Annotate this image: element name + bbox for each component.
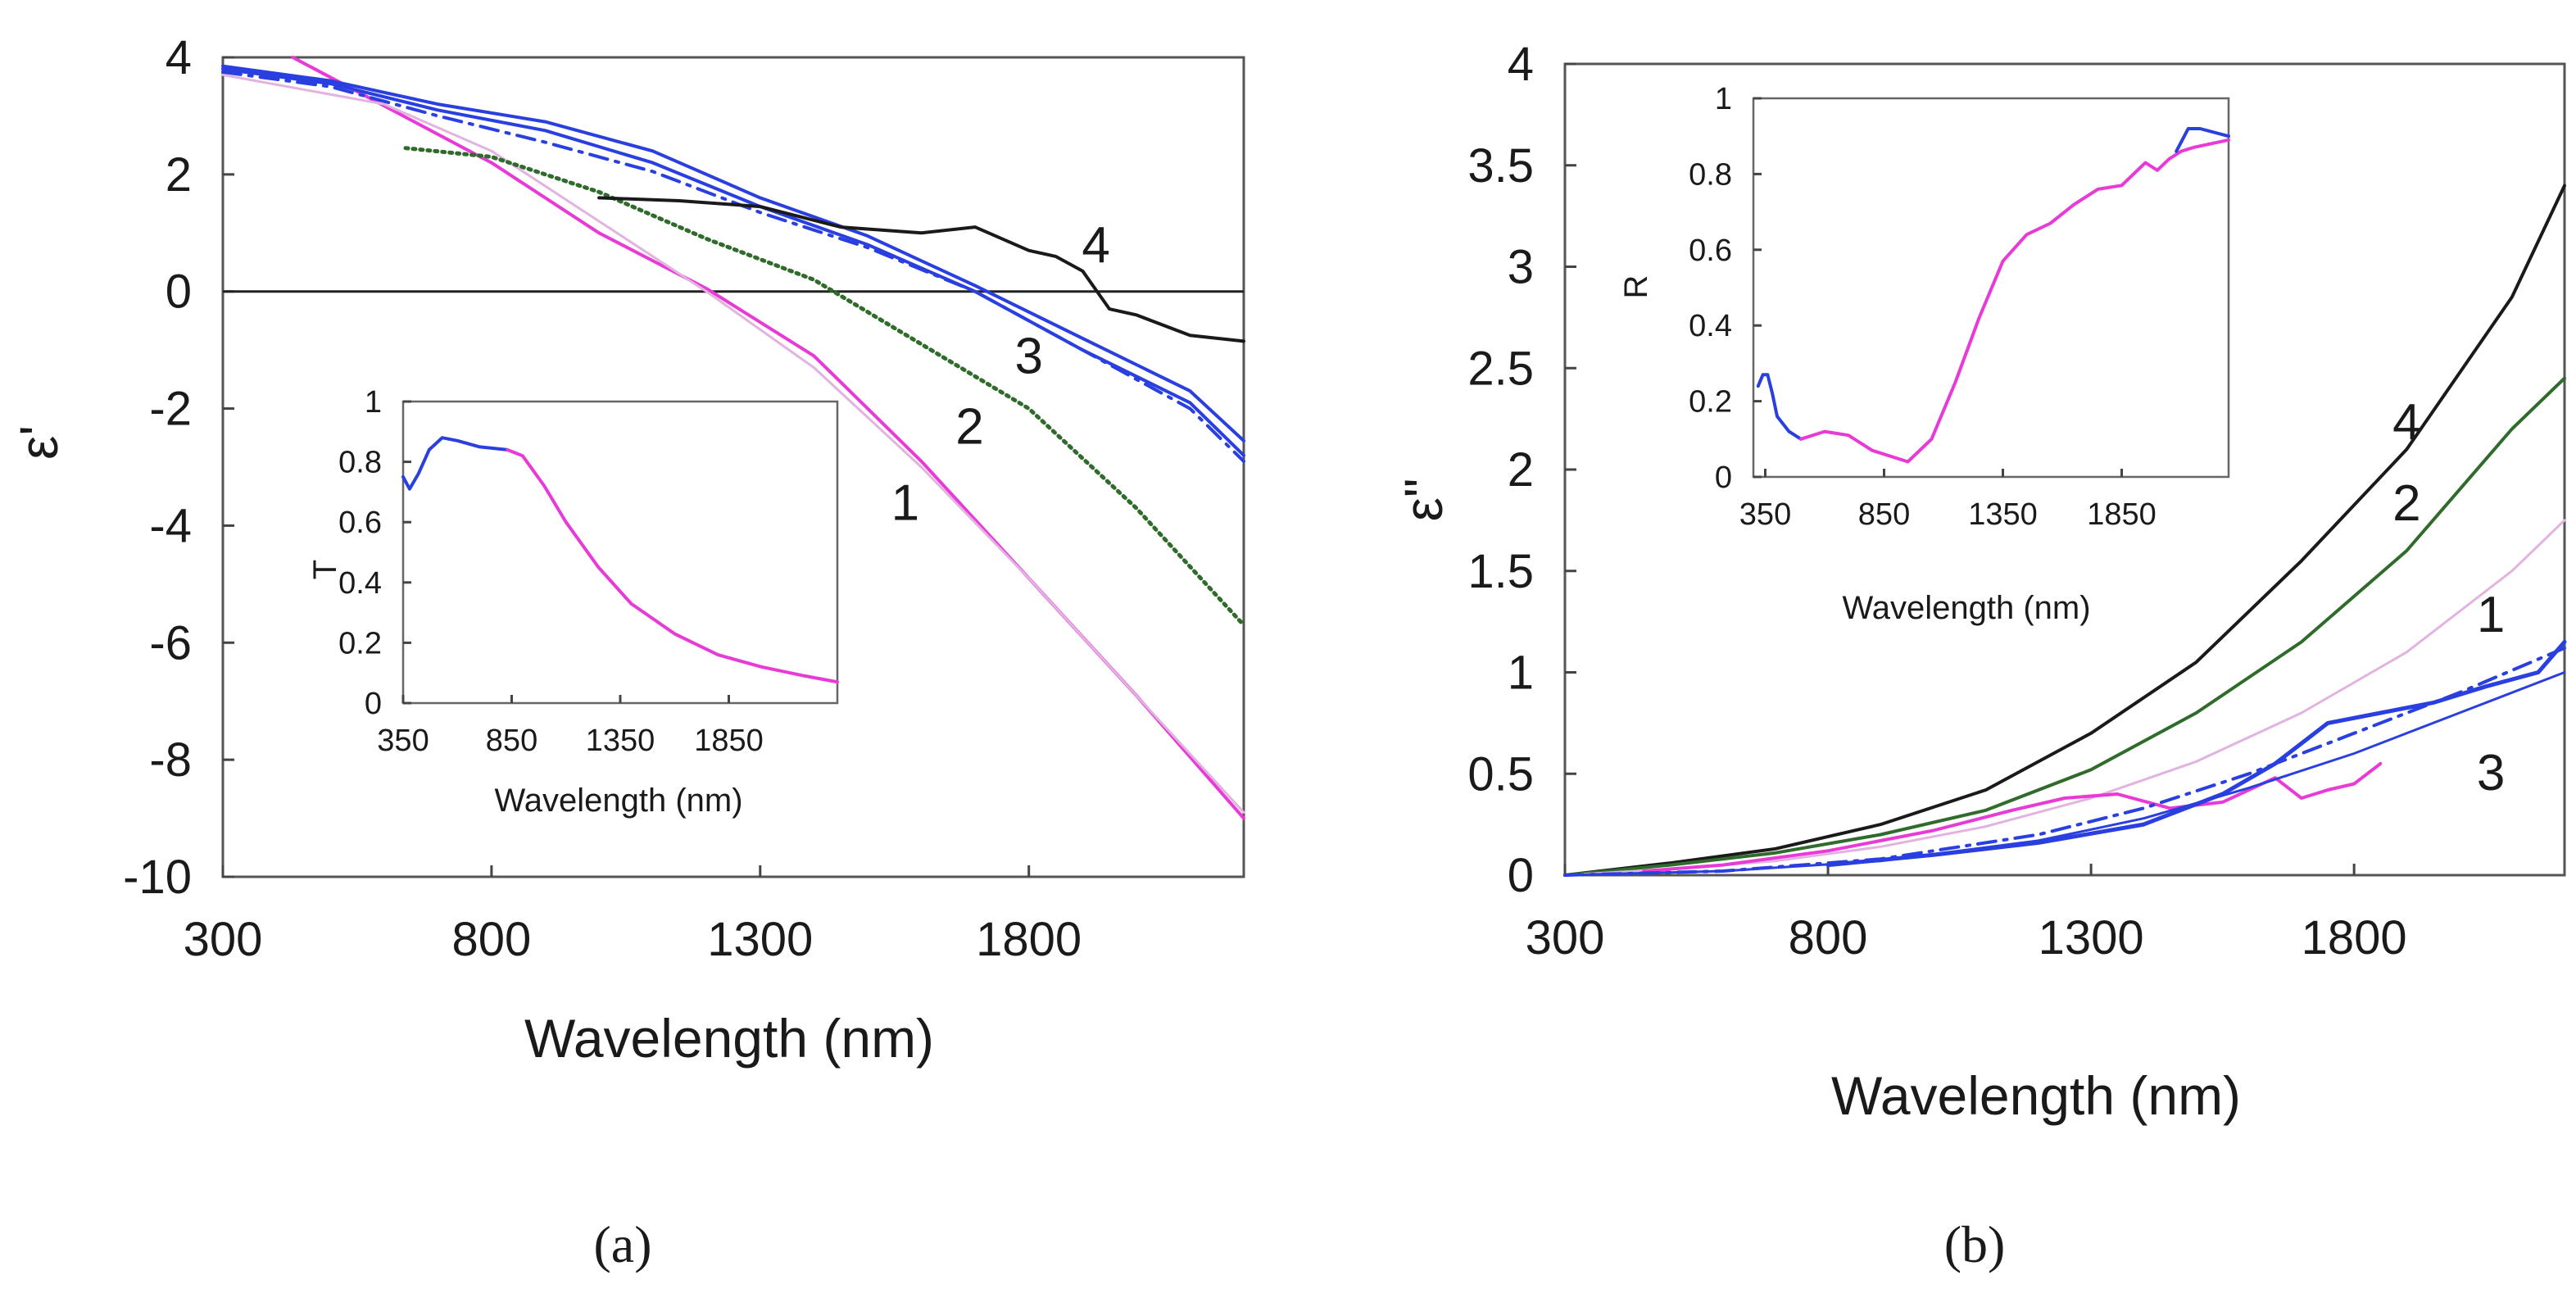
panel-b-ytick-label: 1	[1508, 647, 1534, 700]
panel-a-ytick-label: -10	[123, 851, 192, 904]
panel-b-xlabel: Wavelength (nm)	[1831, 1065, 2241, 1126]
panel-b-series-7	[1563, 671, 2566, 877]
panel-b-series	[1563, 184, 2567, 877]
panel-a-series-6	[221, 64, 1245, 442]
panel-b-curve-label: 4	[2392, 394, 2420, 451]
panel-b-inset-ytick-label: 0.6	[1689, 234, 1732, 268]
panel-a-ytick-label: -4	[149, 499, 192, 552]
panel-a-curve-label: 1	[891, 474, 919, 531]
panel-b-inset-ytick-label: 0.4	[1689, 309, 1732, 343]
panel-b-inset-ytick-label: 0	[1715, 461, 1732, 495]
panel-b-axes: 300 800 1300 1800 0 0.5 1 1.5 2 2.5 3 3.5 4	[1467, 38, 2566, 964]
panel-b-series-5	[1825, 639, 2567, 868]
panel-a-inset-ytick-label: 0.4	[338, 566, 382, 601]
panel-b-inset-xtick-label: 350	[1739, 497, 1791, 532]
panel-a-curve-label: 4	[1082, 217, 1109, 274]
panel-b-curve-label: 2	[2392, 475, 2420, 532]
panel-b-inset-xtick-label: 1350	[1968, 497, 2038, 532]
panel-a-ytick-label: -8	[149, 733, 192, 787]
panel-b-inset-series-2	[1799, 138, 2230, 464]
panel-a-inset-ytick-label: 0.2	[338, 626, 382, 660]
panel-b-ytick-label: 2.5	[1467, 342, 1534, 395]
panel-a-series-2	[221, 73, 1245, 814]
panel-a-axes: 300 800 1300 1800 4 2 0 -2 -4 -6 -8 -10	[123, 31, 1245, 966]
panel-a-xtick-label: 1300	[707, 913, 813, 966]
panel-b-label: (b)	[1944, 1215, 2006, 1273]
panel-a-ytick-label: 2	[166, 148, 192, 202]
panel-b-series-1	[1563, 184, 2566, 877]
panel-a-inset: 350 850 1350 1850 0 0.2 0.4 0.6 0.8 1	[338, 385, 839, 758]
panel-b-inset-ytick-label: 0.8	[1689, 157, 1732, 192]
panel-a-inset-xtick-label: 350	[377, 724, 429, 758]
panel-b-ylabel: ε"	[1393, 479, 1454, 522]
panel-b-xtick-label: 1800	[2302, 911, 2407, 964]
panel-b-ytick-label: 0.5	[1467, 747, 1534, 801]
panel-b-ytick-label: 4	[1508, 38, 1534, 91]
panel-b-curve-label: 1	[2477, 587, 2505, 643]
panel-b-curve-label: 3	[2477, 745, 2505, 801]
panel-b-xtick-label: 300	[1526, 911, 1605, 964]
panel-b-inset-series-3	[2175, 127, 2230, 153]
panel-a-series-7	[597, 196, 1245, 343]
panel-b-series-6	[1563, 646, 2566, 877]
panel-a-inset-xlabel: Wavelength (nm)	[494, 783, 742, 819]
panel-b-series-4	[1642, 761, 2383, 873]
panel-a-inset-ytick-label: 1	[365, 385, 382, 420]
panel-a-inset-xtick-label: 1350	[586, 724, 655, 758]
panel-b-curve-labels: 4 2 1 3	[2392, 394, 2505, 801]
panel-a-ytick-label: 0	[166, 266, 192, 319]
panel-a-inset-ytick-label: 0.6	[338, 506, 382, 540]
panel-b-inset-xlabel: Wavelength (nm)	[1842, 590, 2090, 626]
panel-a-inset-series-2	[506, 447, 839, 684]
panel-a-frame	[221, 56, 1245, 878]
panel-b-series-3	[1563, 519, 2566, 877]
panel-a-xlabel: Wavelength (nm)	[524, 1008, 934, 1069]
panel-b-inset: 350 850 1350 1850 0 0.2 0.4 0.6 0.8 1	[1689, 82, 2230, 532]
panel-b-inset-ytick-label: 0.2	[1689, 385, 1732, 420]
panel-b-series-2	[1563, 376, 2566, 877]
panel-a-ytick-label: -2	[149, 383, 192, 436]
panel-a-series-4	[221, 70, 1245, 463]
panel-b-ytick-label: 1.5	[1467, 545, 1534, 598]
panel-b-inset-xtick-label: 850	[1858, 497, 1910, 532]
panel-a-inset-xtick-label: 850	[486, 724, 537, 758]
panel-a-inset-ytick-label: 0.8	[338, 446, 382, 480]
panel-a-xtick-label: 300	[184, 913, 263, 966]
panel-b-xtick-label: 1300	[2039, 911, 2144, 964]
panel-b-ytick-label: 0	[1508, 849, 1534, 902]
panel-a-curve-label: 2	[955, 398, 983, 455]
panel-a-inset-ytick-label: 0	[365, 687, 382, 721]
panel-a-ytick-label: -6	[149, 616, 192, 669]
panel-b-inset-ylabel: R	[1618, 275, 1654, 299]
panel-a-ylabel: ε'	[8, 425, 69, 460]
panel-a-xtick-label: 1800	[976, 913, 1082, 966]
panel-a-series	[221, 56, 1246, 820]
panel-a-inset-frame	[401, 400, 839, 705]
panel-a-label: (a)	[593, 1215, 651, 1273]
panel-a-inset-series-1	[401, 436, 510, 491]
panel-a-xtick-label: 800	[452, 913, 532, 966]
panel-a-ytick-label: 4	[166, 31, 192, 84]
panel-b-xtick-label: 800	[1789, 911, 1868, 964]
panel-a-inset-ylabel: T	[307, 560, 343, 579]
panel-a-curve-label: 3	[1014, 329, 1042, 385]
panel-a-series-3	[403, 146, 1246, 628]
panel-b-ytick-label: 3	[1508, 241, 1534, 294]
panel-b-inset-xtick-label: 1850	[2087, 497, 2156, 532]
panel-b-ytick-label: 3.5	[1467, 139, 1534, 193]
panel-b-ytick-label: 2	[1508, 443, 1534, 497]
panel-b-inset-series-1	[1756, 373, 1803, 441]
panel-a-inset-xtick-label: 1850	[694, 724, 764, 758]
panel-b-inset-ytick-label: 1	[1715, 82, 1732, 116]
